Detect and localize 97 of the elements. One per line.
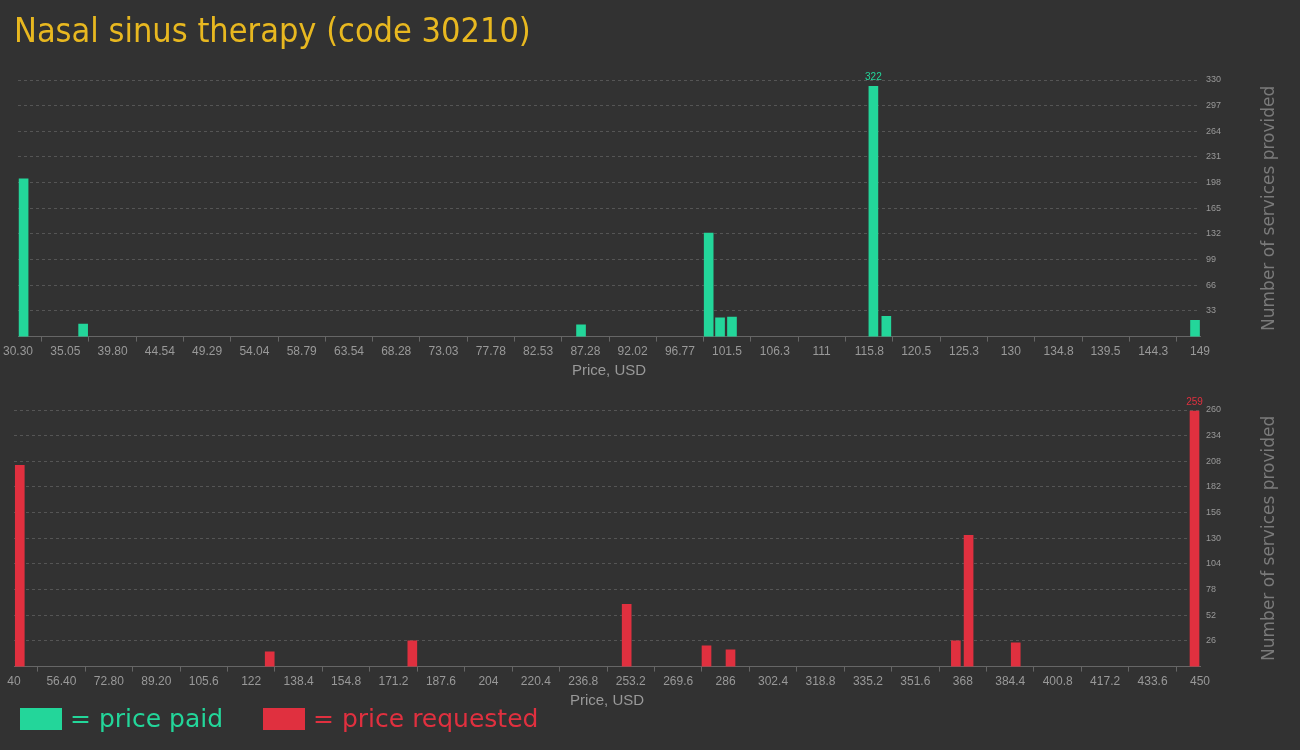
y-tick-label: 198 [1206, 177, 1222, 188]
bar [1190, 319, 1200, 337]
y-tick-label: 26 [1206, 635, 1217, 646]
bar [881, 316, 892, 337]
bar [78, 323, 88, 337]
y-tick-label: 104 [1206, 558, 1222, 569]
x-tick-label: 39.80 [97, 344, 128, 359]
bar [727, 316, 737, 337]
x-tick-label: 44.54 [144, 344, 176, 359]
x-tick-label: 89.20 [141, 674, 172, 689]
x-tick-label: 106.3 [759, 344, 791, 359]
data-label: 259 [1186, 395, 1204, 407]
x-tick-label: 40 [7, 674, 21, 689]
y-tick-label: 78 [1206, 584, 1217, 595]
x-axis-title: Price, USD [571, 361, 647, 379]
x-tick-label: 302.4 [758, 674, 789, 689]
x-tick-label: 149 [1189, 344, 1211, 359]
x-tick-label: 125.3 [948, 344, 980, 359]
y-tick-label: 52 [1206, 609, 1217, 620]
x-tick-label: 400.8 [1042, 674, 1074, 689]
x-tick-label: 63.54 [333, 344, 365, 359]
y-tick-label: 132 [1206, 228, 1222, 239]
x-tick-label: 120.5 [901, 344, 932, 359]
y-axis-title: Number of services provided [1258, 415, 1279, 661]
y-tick-label: 156 [1206, 507, 1222, 518]
y-tick-label: 234 [1206, 430, 1222, 441]
x-tick-label: 171.2 [378, 674, 409, 689]
bar [576, 324, 586, 337]
x-tick-label: 335.2 [852, 674, 884, 689]
chart-title: Nasal sinus therapy (code 30210) [14, 10, 531, 50]
x-tick-label: 351.6 [900, 674, 931, 689]
x-tick-label: 253.2 [615, 674, 647, 689]
bar [1010, 642, 1021, 667]
x-tick-label: 144.3 [1138, 344, 1169, 359]
y-tick-label: 297 [1206, 100, 1222, 111]
x-tick-label: 49.29 [192, 344, 223, 359]
x-tick-label: 96.77 [664, 344, 696, 359]
x-tick-label: 72.80 [93, 674, 125, 689]
x-tick-label: 236.8 [568, 674, 599, 689]
bar [14, 464, 25, 667]
x-tick-label: 68.28 [381, 344, 412, 359]
x-tick-label: 204 [478, 674, 499, 689]
x-tick-label: 58.79 [286, 344, 318, 359]
y-tick-label: 260 [1206, 404, 1222, 415]
bar [621, 604, 632, 667]
x-tick-label: 154.8 [331, 674, 362, 689]
bar [951, 640, 961, 667]
bar [725, 649, 736, 667]
x-tick-label: 134.8 [1043, 344, 1074, 359]
x-tick-label: 111 [812, 344, 832, 359]
y-tick-label: 264 [1206, 125, 1222, 136]
y-tick-label: 208 [1206, 455, 1222, 466]
y-tick-label: 231 [1206, 151, 1222, 162]
x-tick-label: 130 [1000, 344, 1022, 359]
x-tick-label: 220.4 [520, 674, 552, 689]
x-tick-label: 56.40 [46, 674, 77, 689]
y-axis-title: Number of services provided [1258, 85, 1279, 331]
x-tick-label: 187.6 [425, 674, 457, 689]
x-tick-label: 433.6 [1137, 674, 1168, 689]
x-tick-label: 450 [1189, 674, 1211, 689]
x-tick-label: 122 [241, 674, 262, 689]
x-tick-label: 417.2 [1090, 674, 1121, 689]
x-tick-label: 105.6 [188, 674, 220, 689]
bar [1189, 410, 1200, 667]
data-label: 322 [865, 70, 883, 82]
y-tick-label: 66 [1206, 279, 1217, 290]
bar [963, 535, 974, 667]
x-tick-label: 101.5 [711, 344, 743, 359]
x-tick-label: 30.30 [3, 344, 34, 359]
x-tick-label: 368 [952, 674, 974, 689]
y-tick-label: 33 [1206, 305, 1217, 316]
bar [18, 178, 29, 337]
x-tick-label: 269.6 [663, 674, 694, 689]
x-tick-label: 286 [715, 674, 736, 689]
x-tick-label: 77.78 [475, 344, 507, 359]
x-tick-label: 92.02 [617, 344, 648, 359]
x-tick-label: 73.03 [428, 344, 459, 359]
y-tick-label: 99 [1206, 254, 1217, 265]
bar [264, 651, 275, 667]
x-tick-label: 384.4 [995, 674, 1026, 689]
x-tick-label: 318.8 [805, 674, 836, 689]
bar [868, 85, 879, 337]
x-tick-label: 82.53 [523, 344, 554, 359]
y-tick-label: 330 [1206, 74, 1222, 85]
y-tick-label: 130 [1206, 532, 1222, 543]
x-tick-label: 87.28 [570, 344, 601, 359]
x-axis-title: Price, USD [569, 691, 645, 709]
y-tick-label: 182 [1206, 481, 1222, 492]
x-tick-label: 35.05 [50, 344, 81, 359]
x-tick-label: 54.04 [239, 344, 270, 359]
x-tick-label: 138.4 [283, 674, 314, 689]
legend-label: = price requested [312, 704, 539, 733]
x-tick-label: 115.8 [854, 344, 885, 359]
bar [407, 640, 418, 667]
x-tick-label: 139.5 [1090, 344, 1121, 359]
y-tick-label: 165 [1206, 202, 1222, 213]
legend-label: = price paid [69, 704, 224, 733]
